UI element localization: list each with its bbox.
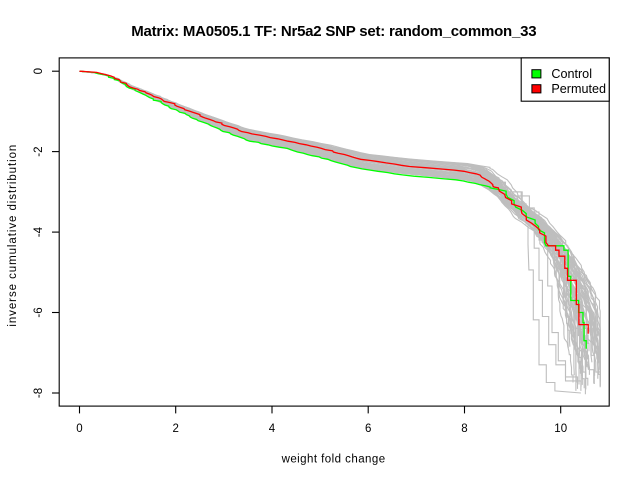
svg-text:10: 10	[554, 423, 567, 435]
svg-text:-2: -2	[33, 146, 45, 156]
svg-text:Permuted: Permuted	[551, 82, 606, 96]
svg-text:0: 0	[76, 423, 82, 435]
svg-text:6: 6	[365, 423, 371, 435]
svg-text:4: 4	[269, 423, 276, 435]
svg-text:Matrix: MA0505.1 TF: Nr5a2 SNP: Matrix: MA0505.1 TF: Nr5a2 SNP set: rand…	[131, 23, 536, 40]
svg-text:2: 2	[172, 423, 178, 435]
svg-text:8: 8	[461, 423, 467, 435]
svg-text:-6: -6	[33, 307, 45, 317]
svg-text:0: 0	[33, 68, 45, 74]
svg-text:weight fold change: weight fold change	[281, 453, 386, 465]
svg-text:-8: -8	[33, 388, 45, 398]
svg-text:Control: Control	[551, 67, 592, 81]
svg-text:-4: -4	[33, 226, 45, 237]
svg-text:inverse cumulative distributio: inverse cumulative distribution	[7, 144, 19, 327]
